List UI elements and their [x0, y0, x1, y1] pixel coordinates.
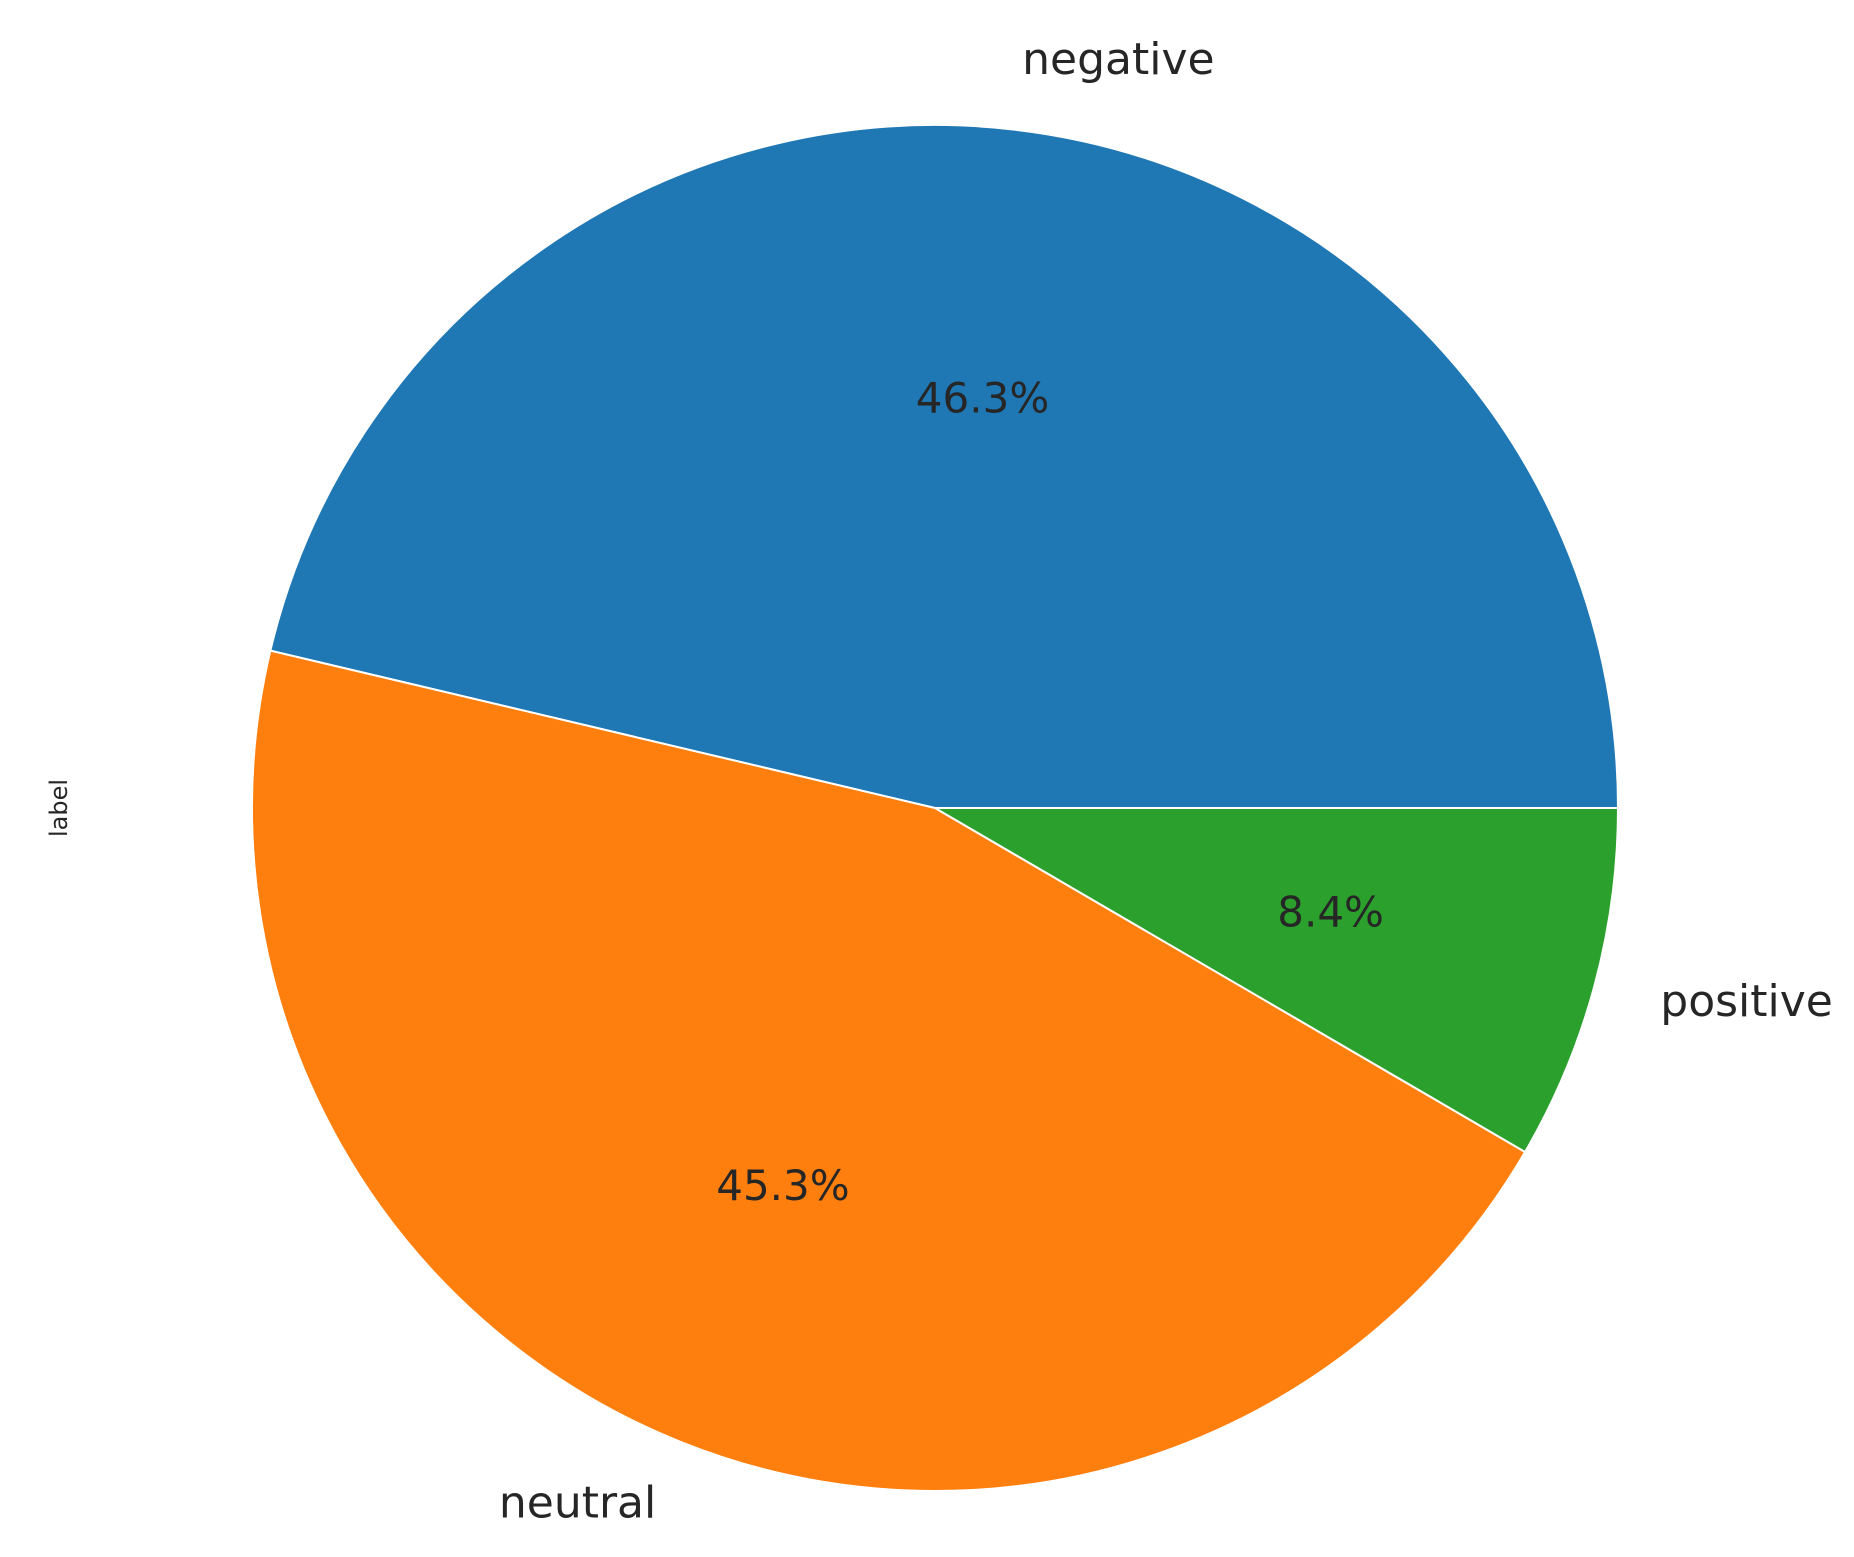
labels-layer: 46.3% negative 45.3% neutral 8.4% positive	[499, 34, 1833, 1529]
pct-label-positive: 8.4%	[1277, 887, 1384, 936]
slice-label-positive: positive	[1660, 976, 1833, 1027]
pct-label-negative: 46.3%	[916, 373, 1049, 422]
pct-label-neutral: 45.3%	[716, 1161, 849, 1210]
pie-slice-negative	[269, 124, 1620, 809]
slice-label-negative: negative	[1022, 34, 1214, 85]
pie-slice-neutral	[251, 649, 1527, 1492]
slices-layer	[251, 124, 1620, 1492]
slice-label-neutral: neutral	[499, 1478, 656, 1529]
pie-slice-positive	[931, 807, 1620, 1154]
y-axis-label: label	[45, 779, 73, 837]
